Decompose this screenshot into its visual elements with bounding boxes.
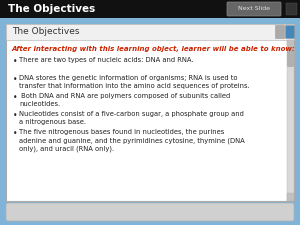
Bar [287,40,294,48]
Text: Both DNA and RNA are polymers composed of subunits called
nucleotides.: Both DNA and RNA are polymers composed o… [19,93,230,107]
Text: There are two types of nucleic acids: DNA and RNA.: There are two types of nucleic acids: DN… [19,57,194,63]
Text: Nucleotides consist of a five-carbon sugar, a phosphate group and
a nitrogenous : Nucleotides consist of a five-carbon sug… [19,111,244,125]
FancyBboxPatch shape [227,2,281,16]
Bar [6,24,294,40]
Text: •: • [13,57,17,66]
Bar [286,3,297,15]
Text: •: • [13,111,17,120]
Text: •: • [13,93,17,102]
Bar [287,40,294,201]
FancyBboxPatch shape [286,25,295,38]
FancyBboxPatch shape [287,47,293,67]
Text: Next Slide: Next Slide [238,7,270,11]
Text: After interacting with this learning object, learner will be able to know:: After interacting with this learning obj… [11,46,295,52]
FancyBboxPatch shape [6,203,294,221]
Bar [0,0,300,18]
FancyBboxPatch shape [275,25,284,38]
Text: The five nitrogenous bases found in nucleotides, the purines
adenine and guanine: The five nitrogenous bases found in nucl… [19,129,245,152]
Text: •: • [13,75,17,84]
Bar [287,193,294,201]
Text: The Objectives: The Objectives [12,27,80,36]
Bar [6,24,294,201]
Text: DNA stores the genetic information of organisms; RNA is used to
transfer that in: DNA stores the genetic information of or… [19,75,250,89]
Text: The Objectives: The Objectives [8,4,95,14]
Text: •: • [13,129,17,138]
